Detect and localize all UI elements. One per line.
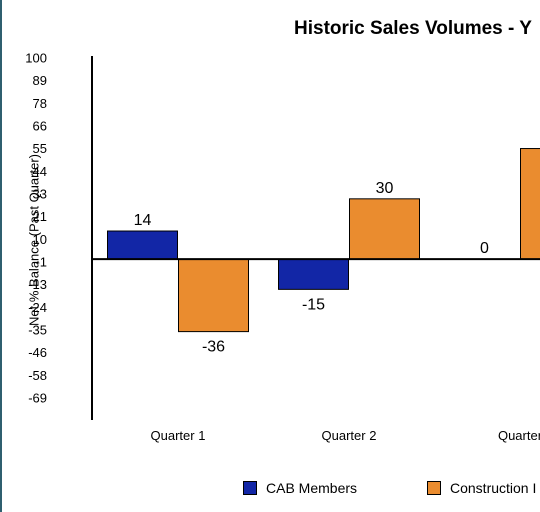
y-tick-label: 89 bbox=[33, 73, 47, 88]
y-tick-label: 55 bbox=[33, 141, 47, 156]
y-tick-label: 44 bbox=[33, 164, 47, 179]
y-tick-label: -24 bbox=[28, 300, 47, 315]
legend-label-cab-members: CAB Members bbox=[266, 480, 358, 496]
bar bbox=[349, 198, 420, 260]
window-edge bbox=[0, 0, 2, 512]
x-category-label: Quarter bbox=[498, 428, 540, 443]
data-label: 14 bbox=[134, 212, 152, 229]
y-tick-label: 100 bbox=[25, 51, 47, 66]
data-label: 0 bbox=[480, 240, 489, 257]
data-label: -15 bbox=[302, 296, 325, 313]
bar bbox=[178, 258, 249, 333]
bar bbox=[520, 148, 540, 260]
y-tick-label: -58 bbox=[28, 368, 47, 383]
y-tick-label: -35 bbox=[28, 323, 47, 338]
bar bbox=[278, 258, 349, 290]
bar bbox=[107, 230, 178, 260]
y-tick-label: -13 bbox=[28, 277, 47, 292]
legend-label-construction: Construction I bbox=[450, 480, 537, 496]
y-tick-label: -69 bbox=[28, 391, 47, 406]
y-tick-label: 10 bbox=[33, 232, 47, 247]
chart-title: Historic Sales Volumes - Y bbox=[294, 18, 532, 39]
y-tick-label: 21 bbox=[33, 209, 47, 224]
x-category-label: Quarter 1 bbox=[151, 428, 206, 443]
data-label: 30 bbox=[376, 180, 394, 197]
data-label: -36 bbox=[202, 339, 225, 356]
x-category-label: Quarter 2 bbox=[322, 428, 377, 443]
legend-item-cab-members: CAB Members bbox=[243, 480, 357, 496]
legend-item-construction: Construction I bbox=[427, 480, 536, 496]
legend-swatch-construction bbox=[427, 481, 441, 495]
y-tick-label: 66 bbox=[33, 119, 47, 134]
y-tick-label: -46 bbox=[28, 345, 47, 360]
legend: CAB Members Construction I bbox=[0, 480, 540, 500]
y-tick-label: 78 bbox=[33, 96, 47, 111]
legend-swatch-cab-members bbox=[243, 481, 257, 495]
y-tick-label: 33 bbox=[33, 187, 47, 202]
y-tick-label: -1 bbox=[35, 255, 47, 270]
